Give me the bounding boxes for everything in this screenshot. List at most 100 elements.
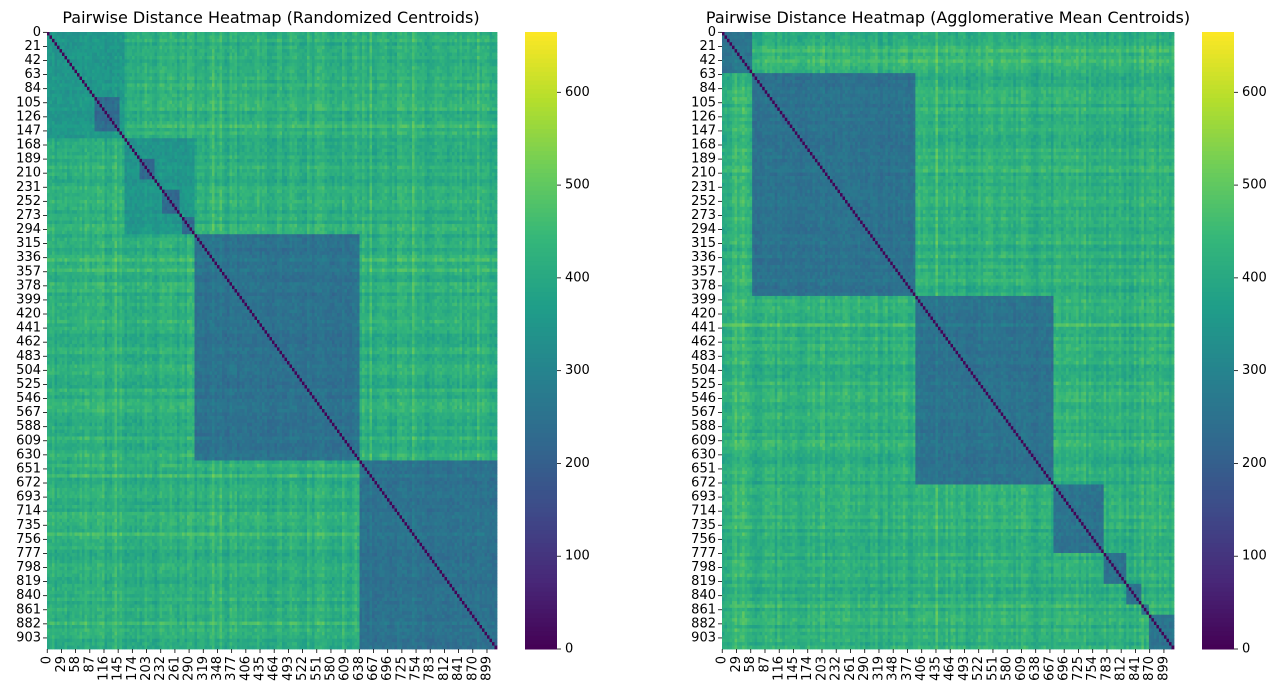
- heatmap-cell: [142, 39, 145, 43]
- heatmap-cell: [185, 35, 188, 39]
- heatmap-cell: [470, 42, 473, 46]
- heatmap-cell: [250, 39, 253, 43]
- heatmap-cell: [85, 35, 88, 39]
- heatmap-cell: [275, 42, 278, 46]
- heatmap-cell: [157, 35, 160, 39]
- heatmap-cell: [232, 56, 235, 60]
- heatmap-cell: [282, 56, 285, 60]
- heatmap-cell: [325, 32, 328, 36]
- heatmap-cell: [247, 46, 250, 50]
- heatmap-cell: [365, 32, 368, 36]
- heatmap-cell: [292, 46, 295, 50]
- heatmap-cell: [242, 42, 245, 46]
- heatmap-cell: [432, 42, 435, 46]
- heatmap-cell: [460, 32, 463, 36]
- heatmap-cell: [225, 35, 228, 39]
- heatmap-cell: [67, 39, 70, 43]
- heatmap-cell: [430, 46, 433, 50]
- heatmap-cell: [277, 39, 280, 43]
- heatmap-cell: [155, 53, 158, 57]
- heatmap-cell: [197, 32, 200, 36]
- heatmap-cell: [487, 32, 490, 36]
- heatmap-cell: [167, 32, 170, 36]
- heatmap-cell: [240, 46, 243, 50]
- heatmap-cell: [252, 49, 255, 53]
- heatmap-cell: [260, 42, 263, 46]
- heatmap-cell: [217, 46, 220, 50]
- heatmap-cell: [342, 35, 345, 39]
- heatmap-cell: [455, 35, 458, 39]
- heatmap-cell: [122, 42, 125, 46]
- heatmap-cell: [265, 49, 268, 53]
- heatmap-cell: [140, 35, 143, 39]
- heatmap-cell: [52, 42, 55, 46]
- heatmap-cell: [282, 39, 285, 43]
- heatmap-cell: [402, 32, 405, 36]
- heatmap-cell: [327, 35, 330, 39]
- heatmap-cell: [372, 53, 375, 57]
- heatmap-cell: [332, 39, 335, 43]
- heatmap-cell: [475, 49, 478, 53]
- heatmap-cell: [47, 56, 50, 60]
- heatmap-cell: [142, 32, 145, 36]
- heatmap-cell: [165, 35, 168, 39]
- heatmap-cell: [305, 46, 308, 50]
- heatmap-cell: [97, 42, 100, 46]
- heatmap-cell: [357, 46, 360, 50]
- heatmap-cell: [467, 42, 470, 46]
- heatmap-cell: [320, 35, 323, 39]
- heatmap-cell: [47, 53, 50, 57]
- heatmap-cell: [362, 42, 365, 46]
- heatmap-cell: [80, 56, 83, 60]
- heatmap-cell: [482, 49, 485, 53]
- heatmap-cell: [265, 35, 268, 39]
- heatmap-cell: [280, 56, 283, 60]
- heatmap-cell: [107, 46, 110, 50]
- heatmap-cell: [82, 56, 85, 60]
- heatmap-cell: [490, 53, 493, 57]
- heatmap-cell: [135, 32, 138, 36]
- heatmap-cell: [472, 49, 475, 53]
- heatmap-cell: [60, 39, 63, 43]
- heatmap-cell: [47, 42, 50, 46]
- heatmap-cell: [270, 46, 273, 50]
- heatmap-cell: [347, 42, 350, 46]
- heatmap-cell: [225, 53, 228, 57]
- heatmap-cell: [260, 53, 263, 57]
- heatmap-cell: [82, 49, 85, 53]
- heatmap-cell: [417, 32, 420, 36]
- heatmap-cell: [175, 35, 178, 39]
- heatmap-cell: [230, 46, 233, 50]
- heatmap-cell: [220, 49, 223, 53]
- heatmap-cell: [182, 46, 185, 50]
- heatmap-cell: [325, 46, 328, 50]
- heatmap-cell: [330, 46, 333, 50]
- heatmap-cell: [320, 46, 323, 50]
- heatmap-cell: [177, 49, 180, 53]
- heatmap-cell: [345, 53, 348, 57]
- heatmap-cell: [200, 39, 203, 43]
- heatmap-cell: [210, 42, 213, 46]
- heatmap-cell: [432, 35, 435, 39]
- heatmap-cell: [215, 32, 218, 36]
- heatmap-cell: [440, 39, 443, 43]
- heatmap-cell: [192, 42, 195, 46]
- heatmap-cell: [360, 39, 363, 43]
- heatmap-cell: [212, 39, 215, 43]
- heatmap-cell: [90, 56, 93, 60]
- heatmap-cell: [415, 49, 418, 53]
- heatmap-cell: [190, 46, 193, 50]
- heatmap-cell: [247, 56, 250, 60]
- heatmap-cell: [210, 56, 213, 60]
- heatmap-cell: [390, 46, 393, 50]
- heatmap-cell: [370, 53, 373, 57]
- heatmap-cell: [430, 53, 433, 57]
- heatmap-cell: [192, 32, 195, 36]
- heatmap-cell: [62, 42, 65, 46]
- heatmap-cell: [465, 46, 468, 50]
- heatmap-cell: [65, 46, 68, 50]
- heatmap-cell: [337, 46, 340, 50]
- heatmap-cell: [435, 32, 438, 36]
- heatmap-cell: [162, 32, 165, 36]
- heatmap-cell: [387, 42, 390, 46]
